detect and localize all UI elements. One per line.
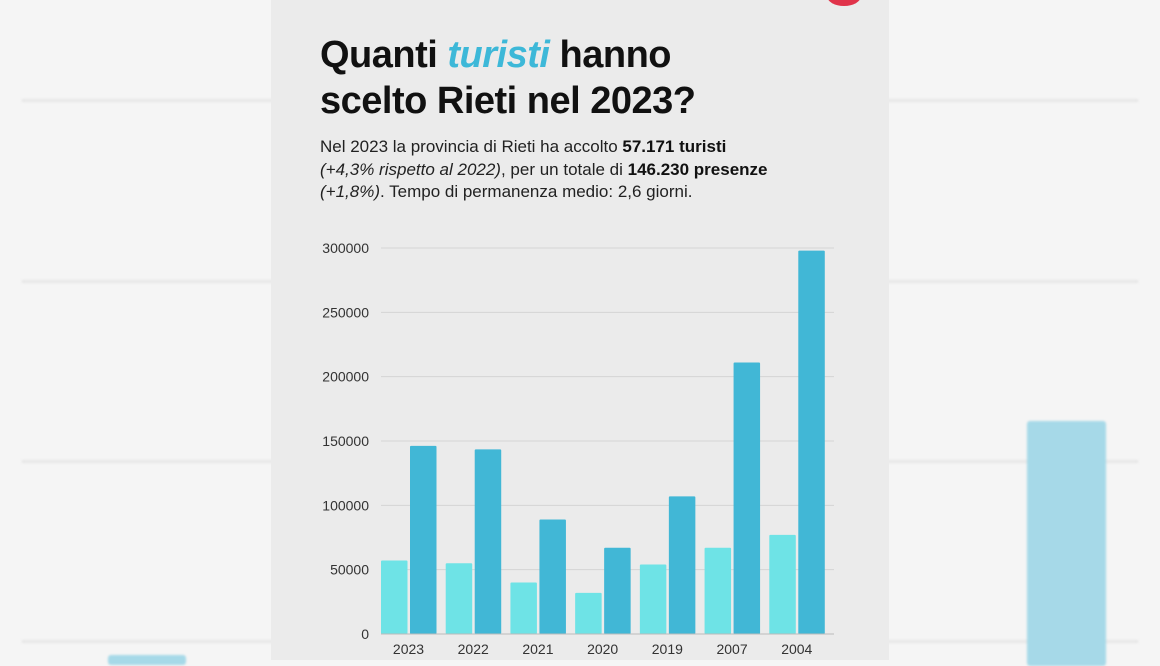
y-tick-label: 0 [361, 626, 369, 642]
x-tick-label: 2019 [652, 641, 683, 657]
infographic-card: Quanti turisti hanno scelto Rieti nel 20… [271, 0, 889, 660]
y-tick-label: 200000 [322, 369, 369, 385]
y-tick-label: 250000 [322, 304, 369, 320]
bar-presenze-2020 [604, 547, 631, 634]
bar-turisti-2007 [704, 547, 732, 634]
bar-presenze-2023 [410, 445, 437, 634]
title-text: Quanti [320, 34, 448, 76]
x-tick-label: 2007 [716, 641, 747, 657]
x-tick-label: 2021 [522, 641, 553, 657]
x-tick-label: 2022 [458, 641, 489, 657]
bar-turisti-2022 [445, 563, 473, 634]
bar-turisti-2020 [575, 592, 602, 634]
title-text: hanno [549, 34, 672, 76]
bar-turisti-2004 [769, 534, 796, 634]
title-accent: turisti [447, 34, 550, 76]
title-text: scelto Rieti nel 2023? [320, 80, 696, 122]
sub-italic: (+4,3% rispetto al 2022) [320, 159, 501, 179]
bar-presenze-2019 [668, 496, 696, 634]
y-tick-label: 100000 [322, 497, 369, 513]
x-tick-label: 2004 [781, 641, 812, 657]
page-title: Quanti turisti hanno scelto Rieti nel 20… [320, 32, 696, 124]
bar-turisti-2023 [381, 560, 408, 634]
bg-bar [1027, 421, 1106, 666]
bar-presenze-2004 [798, 250, 825, 634]
sub-text: , per un totale di [500, 159, 628, 179]
bar-turisti-2019 [639, 564, 667, 634]
sub-bold: 57.171 turisti [622, 137, 727, 156]
sub-italic: (+1,8%) [320, 182, 380, 201]
sub-bold: 146.230 presenze [627, 159, 768, 179]
bar-presenze-2021 [539, 519, 566, 634]
bar-presenze-2022 [474, 449, 502, 634]
y-tick-label: 150000 [322, 433, 369, 449]
sub-text: . Tempo di permanenza medio: 2,6 giorni. [380, 182, 693, 201]
sub-text: Nel 2023 la provincia di Rieti ha accolt… [320, 137, 623, 156]
subtitle: Nel 2023 la provincia di Rieti ha accolt… [320, 136, 840, 204]
bar-turisti-2021 [510, 582, 537, 634]
bar-presenze-2007 [733, 362, 761, 634]
y-tick-label: 50000 [330, 562, 369, 578]
x-tick-label: 2023 [393, 641, 424, 657]
x-tick-label: 2020 [587, 641, 618, 657]
logo-icon [827, 0, 861, 6]
y-tick-label: 300000 [322, 240, 369, 256]
